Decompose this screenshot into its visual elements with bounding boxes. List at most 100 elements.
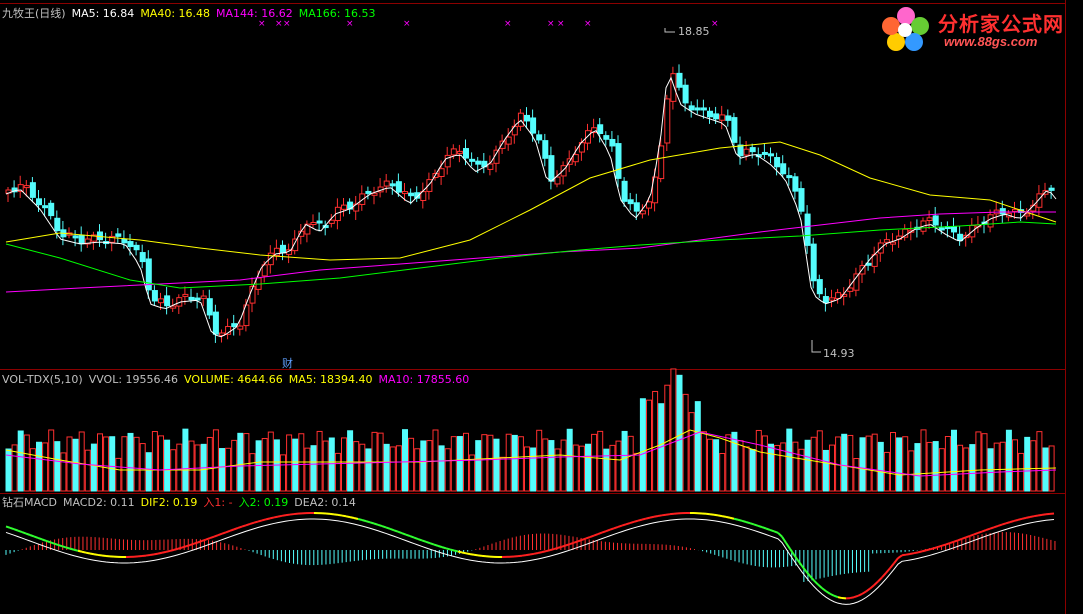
volume-bar (29, 448, 36, 492)
flower-logo-icon (882, 7, 929, 51)
dif-line-segment (573, 540, 579, 544)
dif-line-segment (149, 553, 155, 556)
dif-line-segment (561, 544, 567, 548)
dif-line-segment (437, 544, 443, 549)
dif-line-segment (969, 533, 975, 537)
ma5-line (5, 76, 1057, 338)
volume-bar (920, 429, 927, 492)
dif-line-segment (713, 513, 719, 517)
dif-line-segment (537, 551, 543, 554)
volume-bar (188, 440, 195, 492)
candle-body (48, 202, 55, 217)
volume-bar (475, 440, 482, 492)
volume-macd-divider (0, 493, 1065, 494)
candle-body (768, 153, 774, 157)
dif-line-segment (333, 513, 339, 516)
candle-body (170, 305, 177, 309)
dif-line-segment (477, 554, 483, 557)
candle-body (816, 279, 823, 295)
ma144-line (5, 211, 1056, 293)
volume-bar (768, 443, 774, 492)
candle-body (29, 182, 36, 198)
dif-line-segment (273, 515, 279, 519)
dif-line-segment (821, 587, 827, 592)
volume-bar (688, 412, 695, 492)
ma40-line (5, 141, 1057, 261)
dif-line-segment (741, 519, 747, 523)
volume-bar (151, 431, 158, 492)
volume-bar (822, 449, 829, 492)
volume-bar (639, 398, 646, 492)
dif-line-segment (1025, 516, 1031, 519)
dif-line-segment (657, 514, 663, 517)
volume-bar (1018, 452, 1025, 492)
volume-bar (908, 450, 915, 492)
candle-body (444, 154, 451, 168)
dif-line-segment (365, 520, 371, 524)
volume-bar (749, 448, 756, 492)
dif-line-segment (1037, 513, 1043, 517)
candle-body (658, 145, 665, 180)
dif-line-segment (665, 513, 671, 516)
dif-line-segment (465, 552, 471, 556)
dif-line-segment (269, 516, 275, 520)
volume-title: VOL-TDX(5,10) (2, 373, 83, 386)
candle-body (273, 247, 280, 257)
dif-line-segment (1013, 518, 1019, 522)
volume-bar (615, 440, 622, 492)
volume-bar (115, 457, 122, 492)
dif-line-segment (521, 554, 527, 557)
candle-body (554, 176, 561, 185)
candle-body (151, 290, 158, 302)
volume-bar (310, 445, 317, 492)
volume-bar (737, 440, 744, 492)
dif-line-segment (25, 532, 31, 536)
dif-line-segment (265, 517, 271, 521)
dif-line-segment (649, 515, 655, 519)
ma166-readout: MA166: 16.53 (298, 7, 376, 20)
dif-line-segment (93, 553, 99, 556)
dif-line-segment (445, 547, 451, 551)
candle-body (591, 127, 598, 134)
candle-body (749, 147, 756, 153)
signal-marker: × (403, 19, 411, 29)
volume-bar (792, 441, 799, 492)
low-leader-line (811, 340, 821, 353)
volume-bar (463, 432, 469, 492)
dif-line-segment (525, 553, 531, 557)
dif-line-segment (65, 546, 71, 550)
dif-line-segment (421, 539, 427, 543)
finance-marker: 财 (282, 357, 293, 370)
candle-body (719, 114, 726, 121)
dif-line-segment (549, 548, 555, 552)
volume-bar (829, 444, 835, 492)
volume-bar (859, 437, 866, 492)
dif-line-segment (861, 590, 867, 595)
dif-line-segment (581, 537, 587, 541)
dif-line-segment (89, 552, 95, 556)
volume-bar (1012, 439, 1018, 492)
candle-body (792, 176, 799, 192)
volume-bar (420, 440, 427, 492)
candle-body (237, 325, 244, 330)
candle-body (219, 332, 225, 336)
high-price-value: 18.85 (678, 25, 710, 38)
dif-line-segment (857, 593, 863, 597)
signal-marker: × (584, 19, 592, 29)
candle-body (530, 117, 537, 134)
dif-line-segment (613, 525, 619, 530)
volume-readout: VOLUME: 4644.66 (184, 373, 283, 386)
dif-line-segment (813, 579, 819, 586)
stock-title: 九牧王(日线) (2, 7, 66, 20)
dif-line-segment (357, 517, 363, 521)
volume-bar (725, 434, 732, 492)
candle-body (231, 323, 238, 328)
volume-bar (554, 448, 561, 492)
candle-body (548, 155, 555, 182)
dif-line-segment (253, 520, 259, 524)
dif-line-segment (397, 530, 403, 535)
signal-marker: × (711, 19, 719, 29)
dif-line-segment (601, 530, 607, 534)
dif-line-segment (953, 539, 959, 543)
